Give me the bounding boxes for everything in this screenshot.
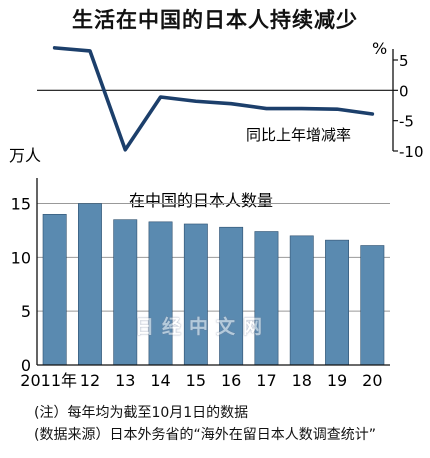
line-point xyxy=(300,107,303,110)
line-point xyxy=(265,107,268,110)
series-line-change-rate xyxy=(52,46,375,152)
bar xyxy=(78,203,102,366)
bar-x-tick-label: 12 xyxy=(80,371,100,390)
line-y-tick-label: 0 xyxy=(399,82,409,100)
footnote-source: (数据来源）日本外务省的“海外在留日本人数调查统计” xyxy=(34,427,376,443)
bar-y-tick-label: 0 xyxy=(21,356,31,375)
line-legend-label: 同比上年增减率 xyxy=(246,126,351,144)
line-point xyxy=(53,46,56,50)
bar-y-tick-label: 10 xyxy=(11,248,31,267)
line-point xyxy=(371,112,374,116)
bar-y-tick-label: 15 xyxy=(11,195,31,214)
bar-x-tick-label: 20 xyxy=(362,371,382,390)
line-y-tick-label: -10 xyxy=(399,143,424,161)
bar-y-tick-label: 5 xyxy=(21,302,31,321)
bar xyxy=(325,239,349,366)
bar-x-tick-label: 14 xyxy=(150,371,170,390)
footnote-note: (注）每年均为截至10月1日的数据 xyxy=(34,405,249,421)
line-unit-label: % xyxy=(372,39,387,58)
bar-x-tick-label: 17 xyxy=(256,371,276,390)
line-y-tick-label: 5 xyxy=(399,52,409,70)
line-point xyxy=(335,107,339,111)
line-point xyxy=(194,100,198,103)
page-title: 生活在中国的日本人持续减少 xyxy=(72,8,358,32)
line-y-tick-label: -5 xyxy=(399,113,414,131)
bar-x-tick-label: 15 xyxy=(186,371,206,390)
line-point xyxy=(229,102,233,105)
line-point xyxy=(88,49,92,53)
bar xyxy=(148,221,173,366)
bar-chart-title: 在中国的日本人数量 xyxy=(129,191,273,210)
bar-x-tick-label: 13 xyxy=(115,371,135,390)
bar xyxy=(113,219,138,366)
bar xyxy=(183,223,208,366)
bar-x-tick-label: 16 xyxy=(221,371,241,390)
line-point xyxy=(159,95,162,99)
bar xyxy=(360,245,385,366)
bar-x-tick-label: 2011年 xyxy=(20,371,77,390)
bar xyxy=(42,213,67,366)
line-point xyxy=(124,148,127,151)
bar xyxy=(254,231,279,366)
bar xyxy=(289,235,314,366)
bar-x-tick-label: 19 xyxy=(327,371,347,390)
bar-unit-label: 万人 xyxy=(9,146,41,165)
bar-x-tick-label: 18 xyxy=(292,371,312,390)
watermark: 日经中文网 xyxy=(135,316,271,338)
bar xyxy=(219,226,244,366)
